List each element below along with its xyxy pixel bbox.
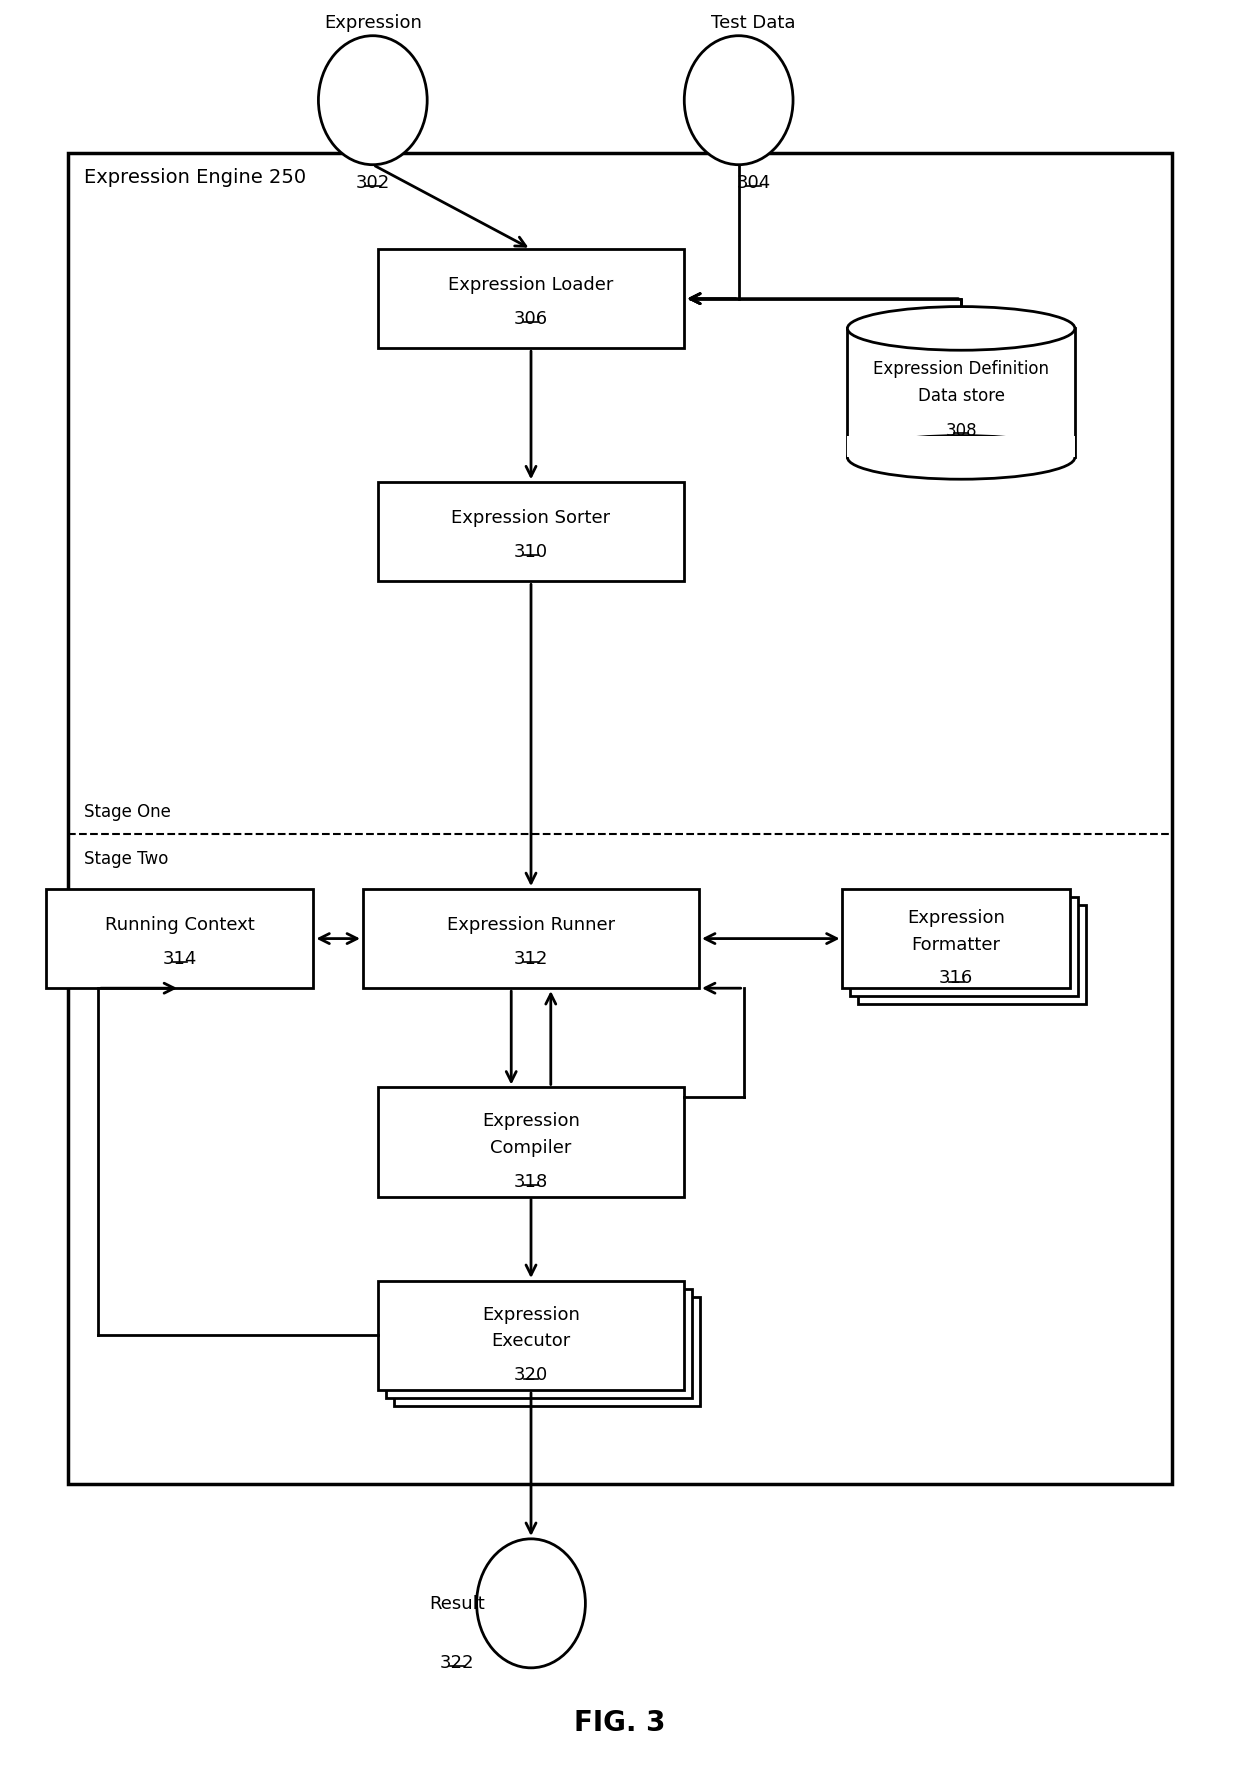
- Bar: [378, 250, 684, 349]
- Text: Expression Sorter: Expression Sorter: [451, 509, 610, 527]
- Text: Data store: Data store: [918, 387, 1004, 404]
- Text: 306: 306: [513, 309, 548, 328]
- Text: Expression Runner: Expression Runner: [446, 915, 615, 933]
- Text: 316: 316: [939, 968, 973, 988]
- Bar: [842, 890, 1070, 989]
- Text: Compiler: Compiler: [490, 1138, 572, 1156]
- Bar: [851, 897, 1078, 996]
- Text: Expression: Expression: [482, 1305, 580, 1323]
- Ellipse shape: [684, 37, 794, 165]
- Bar: [68, 154, 1172, 1484]
- Bar: [378, 1089, 684, 1197]
- Text: Expression Loader: Expression Loader: [449, 275, 614, 294]
- Text: 320: 320: [513, 1365, 548, 1383]
- Bar: [847, 436, 1075, 457]
- Text: Test Data: Test Data: [712, 14, 796, 32]
- Text: Expression: Expression: [908, 908, 1006, 926]
- Text: Stage One: Stage One: [84, 801, 171, 821]
- Text: Expression Engine 250: Expression Engine 250: [84, 168, 306, 186]
- Bar: [46, 890, 314, 989]
- Text: 308: 308: [945, 422, 977, 440]
- Ellipse shape: [847, 307, 1075, 351]
- Bar: [386, 1289, 692, 1399]
- Text: 310: 310: [513, 543, 548, 560]
- Text: 322: 322: [440, 1652, 474, 1670]
- Text: Result: Result: [429, 1594, 485, 1612]
- Text: Expression: Expression: [482, 1112, 580, 1129]
- Ellipse shape: [476, 1539, 585, 1668]
- Text: Formatter: Formatter: [911, 934, 1001, 954]
- Bar: [363, 890, 699, 989]
- Bar: [393, 1298, 701, 1406]
- Text: FIG. 3: FIG. 3: [574, 1709, 666, 1736]
- Text: Running Context: Running Context: [105, 915, 255, 933]
- Text: Executor: Executor: [491, 1332, 570, 1349]
- Text: Expression Definition: Expression Definition: [873, 360, 1049, 378]
- Bar: [847, 330, 1075, 457]
- Ellipse shape: [847, 436, 1075, 480]
- Bar: [378, 1282, 684, 1390]
- Bar: [378, 482, 684, 582]
- Text: 314: 314: [162, 949, 197, 966]
- Bar: [858, 906, 1086, 1005]
- Text: Expression: Expression: [324, 14, 422, 32]
- Text: 312: 312: [513, 949, 548, 966]
- Text: 302: 302: [356, 174, 389, 191]
- Text: 304: 304: [737, 174, 770, 191]
- Ellipse shape: [319, 37, 428, 165]
- Text: 318: 318: [513, 1172, 548, 1190]
- Text: Stage Two: Stage Two: [84, 849, 169, 867]
